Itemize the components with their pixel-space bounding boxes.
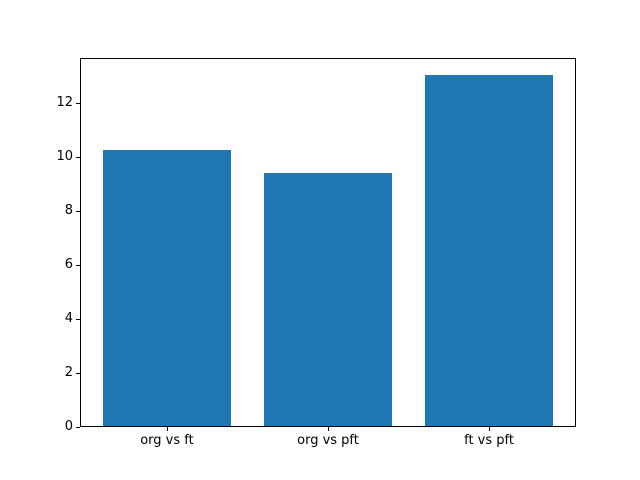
bar-ft-vs-pft xyxy=(424,74,554,426)
y-tick-mark xyxy=(76,157,80,158)
x-tick-mark xyxy=(489,427,490,431)
bar-org-vs-ft xyxy=(102,150,232,426)
y-tick-label: 2 xyxy=(64,364,73,380)
y-tick-label: 6 xyxy=(64,256,73,272)
x-tick-label-org-vs-ft: org vs ft xyxy=(140,433,194,448)
y-tick-mark xyxy=(76,427,80,428)
y-tick-label: 4 xyxy=(64,310,73,326)
y-tick-mark xyxy=(76,211,80,212)
y-tick-mark xyxy=(76,265,80,266)
bar-org-vs-pft xyxy=(263,173,393,426)
y-tick-mark xyxy=(76,103,80,104)
y-tick-label: 8 xyxy=(64,202,73,218)
y-tick-mark xyxy=(76,373,80,374)
plot-area xyxy=(80,58,576,427)
x-tick-mark xyxy=(328,427,329,431)
x-tick-label-ft-vs-pft: ft vs pft xyxy=(464,433,514,448)
x-tick-label-org-vs-pft: org vs pft xyxy=(297,433,359,448)
y-tick-label: 0 xyxy=(64,419,73,434)
y-tick-mark xyxy=(76,319,80,320)
x-tick-mark xyxy=(167,427,168,431)
y-tick-label: 10 xyxy=(56,148,73,164)
y-tick-label: 12 xyxy=(56,94,73,110)
